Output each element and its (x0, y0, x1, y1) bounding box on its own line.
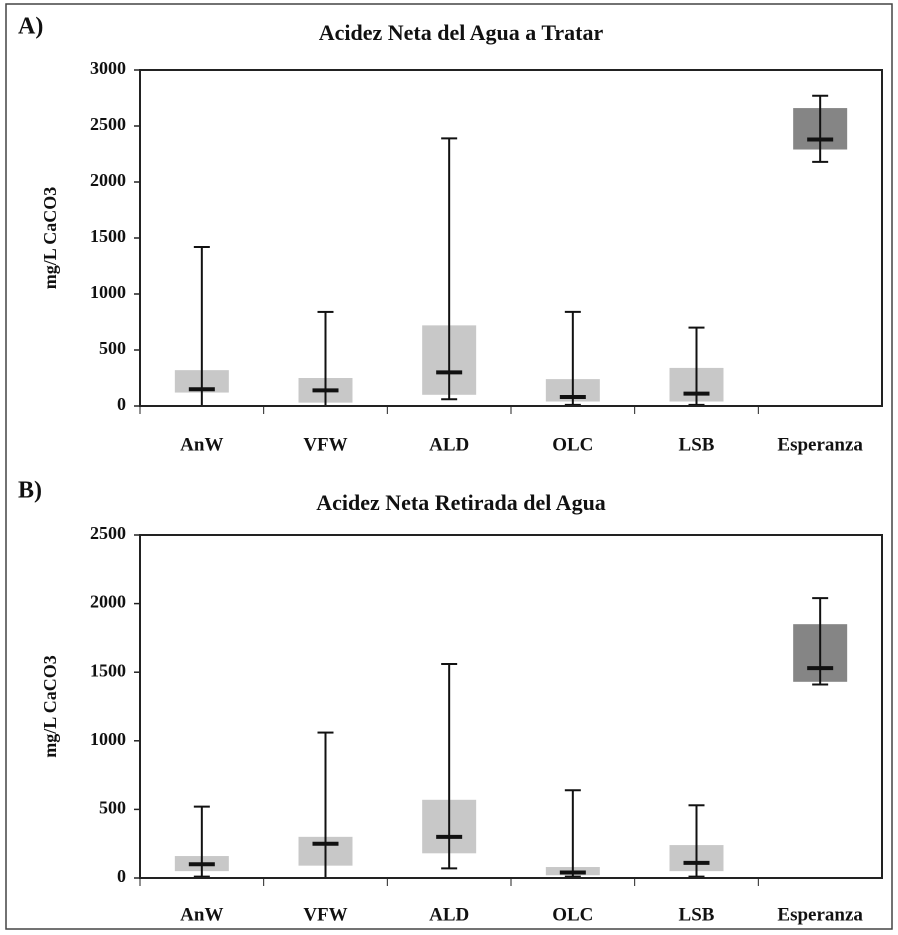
y-tick-label: 1000 (90, 282, 126, 302)
x-tick-label: OLC (552, 904, 593, 925)
y-tick-label: 500 (99, 798, 126, 818)
y-tick-label: 0 (117, 866, 126, 886)
x-tick-label: LSB (679, 904, 715, 925)
y-tick-label: 500 (99, 338, 126, 358)
y-tick-label: 3000 (90, 58, 126, 78)
x-tick-label: ALD (429, 904, 469, 925)
panel-label: A) (18, 14, 43, 40)
x-tick-label: Esperanza (777, 904, 863, 925)
y-tick-label: 2000 (90, 592, 126, 612)
y-tick-label: 1500 (90, 226, 126, 246)
chart-title: Acidez Neta del Agua a Tratar (319, 20, 604, 45)
y-tick-label: 2500 (90, 114, 126, 134)
x-tick-label: Esperanza (777, 434, 863, 455)
x-tick-label: AnW (180, 904, 223, 925)
y-tick-label: 0 (117, 394, 126, 414)
x-tick-label: LSB (679, 434, 715, 455)
panel-label: B) (18, 478, 42, 504)
y-tick-label: 2500 (90, 523, 126, 543)
y-tick-label: 1000 (90, 729, 126, 749)
y-tick-label: 2000 (90, 170, 126, 190)
x-tick-label: OLC (552, 434, 593, 455)
x-tick-label: VFW (303, 434, 347, 455)
y-tick-label: 1500 (90, 660, 126, 680)
x-tick-label: VFW (303, 904, 347, 925)
y-axis-title: mg/L CaCO3 (40, 655, 60, 758)
plot-area (139, 69, 883, 407)
plot-area (139, 534, 883, 879)
chart-title: Acidez Neta Retirada del Agua (316, 490, 606, 515)
y-axis-title: mg/L CaCO3 (40, 187, 60, 290)
x-tick-label: ALD (429, 434, 469, 455)
x-tick-label: AnW (180, 434, 223, 455)
frame (5, 3, 893, 930)
